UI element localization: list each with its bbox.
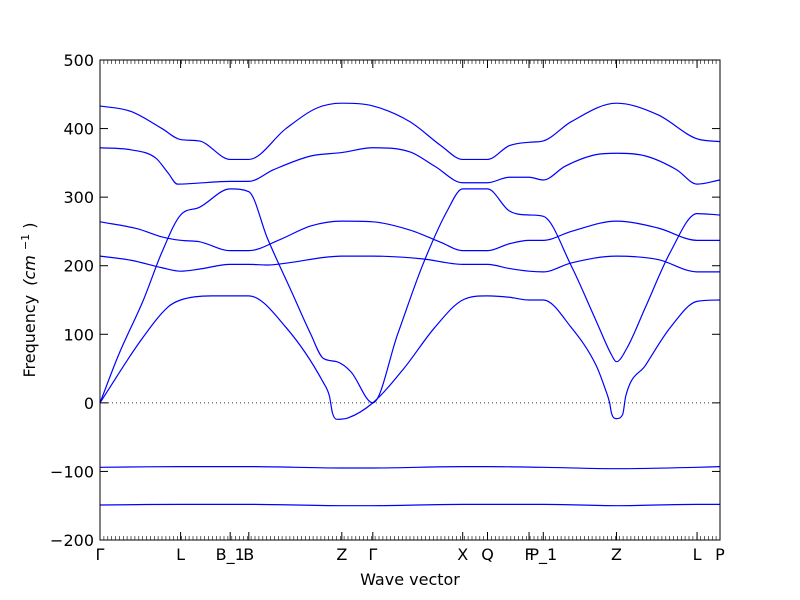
band-1 bbox=[99, 503, 721, 507]
x-tick-label: L bbox=[693, 545, 702, 564]
band-7 bbox=[99, 147, 721, 185]
y-axis-label-close: ) bbox=[20, 222, 39, 228]
x-tick-label: X bbox=[457, 545, 468, 564]
x-axis-label: Wave vector bbox=[360, 570, 460, 589]
x-tick-label: B_1 bbox=[216, 545, 245, 565]
y-tick-label: 400 bbox=[63, 120, 94, 139]
band-2 bbox=[99, 466, 721, 470]
y-tick-label: 300 bbox=[63, 188, 94, 207]
band-6 bbox=[99, 220, 720, 252]
y-tick-label: 0 bbox=[84, 394, 94, 413]
y-axis-ticks: −200 −100 0 100 200 300 400 500 bbox=[50, 51, 720, 550]
x-tick-label: P bbox=[715, 545, 725, 564]
x-tick-label: Γ bbox=[96, 545, 105, 564]
y-tick-label: 500 bbox=[63, 51, 94, 70]
band-3 bbox=[99, 295, 721, 420]
y-tick-label: 200 bbox=[63, 257, 94, 276]
x-tick-label: L bbox=[176, 545, 185, 564]
x-tick-label: Z bbox=[611, 545, 622, 564]
x-tick-label: Γ bbox=[368, 545, 377, 564]
band-4 bbox=[99, 188, 721, 404]
y-tick-label: 100 bbox=[63, 325, 94, 344]
y-tick-label: −200 bbox=[50, 531, 94, 550]
y-axis-label-exponent: −1 bbox=[19, 234, 32, 250]
x-tick-label: B bbox=[243, 545, 254, 564]
x-tick-label: F bbox=[524, 545, 533, 564]
band-5 bbox=[99, 255, 720, 273]
x-axis-ticks: Γ L B_1B Z Γ X Q FP_1 Z L P bbox=[96, 60, 725, 565]
x-tick-label: Q bbox=[481, 545, 494, 564]
band-lines bbox=[99, 102, 721, 507]
x-tick-label: P_1 bbox=[529, 545, 557, 565]
y-tick-label: −100 bbox=[50, 462, 94, 481]
x-tick-label: Z bbox=[336, 545, 347, 564]
plot-frame bbox=[99, 59, 721, 541]
y-axis-label: Frequency (cm −1 ) bbox=[14, 222, 39, 377]
y-axis-label-unit: (cm bbox=[20, 255, 39, 286]
y-axis-label-main: Frequency bbox=[20, 295, 39, 378]
band-8 bbox=[99, 102, 721, 161]
